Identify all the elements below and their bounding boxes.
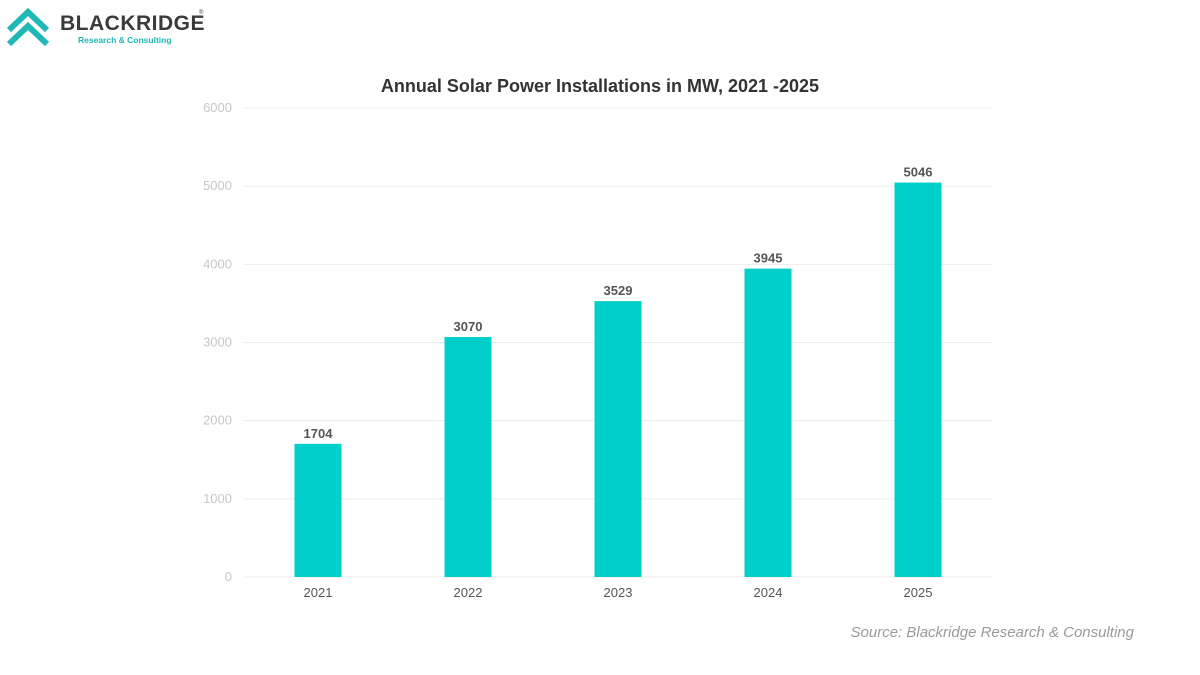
bar-2025: [894, 182, 942, 578]
bar-2024: [744, 268, 792, 577]
y-tick-label: 3000: [203, 335, 232, 350]
brand-name: BLACKRIDGE: [60, 12, 205, 35]
x-tick-label: 2021: [304, 585, 333, 600]
chevron-logo-icon: [6, 7, 50, 47]
x-tick-label: 2025: [904, 585, 933, 600]
y-tick-label: 5000: [203, 178, 232, 193]
bars: 1704 3070 3529 3945 5046: [294, 165, 942, 578]
data-label: 3945: [754, 251, 783, 266]
chart-title: Annual Solar Power Installations in MW, …: [381, 76, 819, 96]
x-tick-label: 2023: [604, 585, 633, 600]
y-tick-label: 1000: [203, 491, 232, 506]
blackridge-logo: BLACKRIDGE ® Research & Consulting: [6, 7, 205, 47]
data-label: 3070: [454, 319, 483, 334]
data-label: 3529: [604, 283, 633, 298]
y-tick-label: 2000: [203, 413, 232, 428]
bar-2022: [444, 337, 492, 577]
y-tick-label: 4000: [203, 256, 232, 271]
y-axis-ticks: 0 1000 2000 3000 4000 5000 6000: [203, 100, 232, 584]
data-label: 5046: [904, 165, 933, 180]
x-tick-label: 2024: [754, 585, 783, 600]
gridlines: [243, 107, 993, 578]
brand-tagline: Research & Consulting: [78, 35, 172, 45]
y-tick-label: 0: [225, 569, 232, 584]
data-label: 1704: [304, 426, 334, 441]
bar-2021: [294, 443, 342, 577]
source-note: Source: Blackridge Research & Consulting: [850, 624, 1134, 641]
x-tick-label: 2022: [454, 585, 483, 600]
y-tick-label: 6000: [203, 100, 232, 115]
bar-2023: [594, 301, 642, 577]
x-axis-ticks: 2021 2022 2023 2024 2025: [304, 585, 933, 600]
registered-mark: ®: [199, 9, 204, 16]
